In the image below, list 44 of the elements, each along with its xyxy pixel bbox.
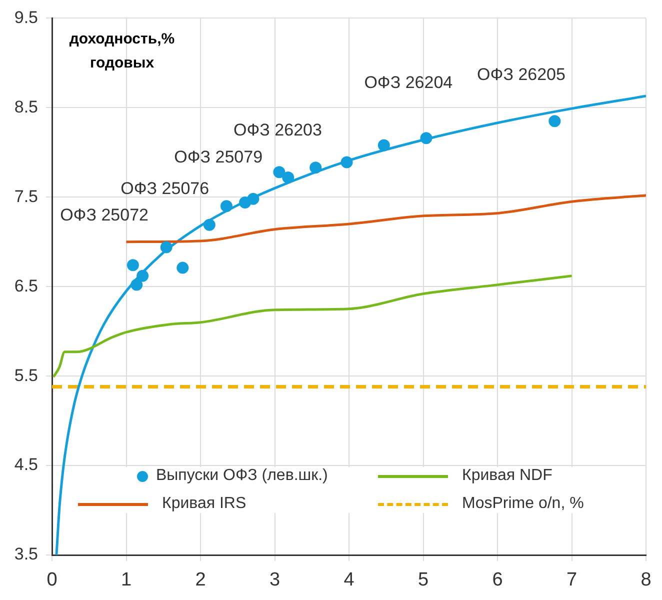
legend-label: MosPrime o/n, % (462, 495, 584, 513)
x-tick-label: 2 (195, 570, 206, 591)
point (126, 259, 139, 272)
point (273, 166, 286, 178)
point (310, 162, 322, 174)
point (548, 115, 561, 128)
y-tick-label: 9.5 (14, 8, 38, 27)
y-tick-label: 7.5 (14, 186, 38, 206)
legend-label: Выпуски ОФЗ (лев.шк.) (156, 467, 328, 485)
y-tick-label: 3.5 (14, 544, 38, 564)
y-axis-title: доходность,% годовых (69, 30, 175, 72)
y-tick-label: 5.5 (14, 366, 38, 385)
x-tick-label: 8 (640, 570, 652, 591)
x-tick-label: 6 (492, 570, 503, 591)
annotation: ОФЗ 26203 (234, 120, 322, 140)
annotation: ОФЗ 26204 (364, 72, 453, 92)
x-tick-label: 7 (566, 570, 578, 591)
x-tick-label: 3 (269, 570, 280, 591)
point (176, 262, 189, 274)
point (160, 241, 172, 254)
legend-label: Кривая IRS (162, 495, 246, 513)
point (130, 278, 143, 291)
point (420, 132, 432, 144)
legend-label: Кривая NDF (462, 467, 552, 485)
x-tick-label: 4 (344, 570, 355, 591)
point (282, 171, 294, 184)
x-tick-label: 1 (120, 570, 132, 591)
y-tick-label: 8.5 (14, 97, 38, 116)
point (136, 270, 149, 282)
annotation: ОФЗ 25076 (120, 179, 210, 198)
point (203, 218, 216, 231)
annotation: ОФЗ 25072 (60, 205, 148, 224)
x-tick-label: 0 (46, 570, 58, 591)
point (247, 192, 260, 205)
point (340, 156, 353, 168)
annotation: ОФЗ 25079 (174, 147, 263, 166)
point (220, 200, 232, 212)
line-series (52, 274, 573, 378)
line-series (55, 94, 646, 555)
y-tick-label: 4.5 (14, 455, 38, 474)
y-tick-label: 6.5 (14, 276, 38, 296)
annotation: ОФЗ 26205 (477, 64, 566, 84)
point (378, 139, 390, 152)
x-tick-label: 5 (418, 570, 429, 591)
